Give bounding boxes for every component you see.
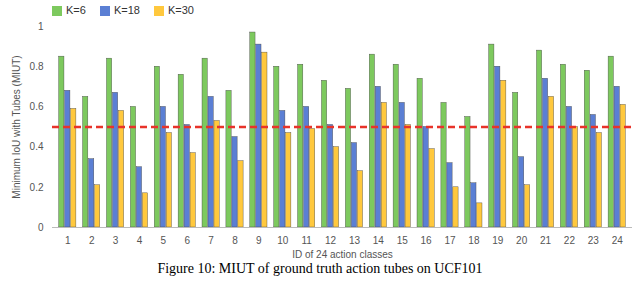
svg-text:9: 9 bbox=[256, 235, 262, 246]
svg-text:21: 21 bbox=[540, 235, 552, 246]
svg-text:1: 1 bbox=[38, 21, 44, 32]
svg-text:0.2: 0.2 bbox=[30, 182, 44, 193]
svg-text:0.8: 0.8 bbox=[30, 61, 44, 72]
html-text:Figure 10: MIUT of ground trut: Figure 10: MIUT of ground truth action t… bbox=[157, 261, 483, 276]
svg-text:ID of 24 action classes: ID of 24 action classes bbox=[292, 249, 393, 260]
svg-text:Minimum IoU with Tubes (MIUT): Minimum IoU with Tubes (MIUT) bbox=[11, 55, 22, 198]
svg-text:11: 11 bbox=[301, 235, 312, 246]
svg-text:24: 24 bbox=[612, 235, 624, 246]
svg-text:17: 17 bbox=[444, 235, 456, 246]
svg-text:8: 8 bbox=[232, 235, 238, 246]
svg-text:2: 2 bbox=[89, 235, 95, 246]
svg-text:12: 12 bbox=[325, 235, 337, 246]
svg-text:22: 22 bbox=[564, 235, 576, 246]
html-text:K=18: K=18 bbox=[113, 4, 140, 16]
svg-text:5: 5 bbox=[161, 235, 167, 246]
svg-text:3: 3 bbox=[113, 235, 119, 246]
svg-text:6: 6 bbox=[184, 235, 190, 246]
svg-text:15: 15 bbox=[397, 235, 409, 246]
svg-text:23: 23 bbox=[588, 235, 600, 246]
svg-text:4: 4 bbox=[137, 235, 143, 246]
svg-text:20: 20 bbox=[516, 235, 528, 246]
svg-text:14: 14 bbox=[373, 235, 385, 246]
svg-text:0.6: 0.6 bbox=[30, 101, 44, 112]
svg-text:10: 10 bbox=[277, 235, 289, 246]
svg-text:19: 19 bbox=[492, 235, 504, 246]
svg-text:13: 13 bbox=[349, 235, 361, 246]
svg-text:0.4: 0.4 bbox=[30, 141, 44, 152]
html-text:K=6: K=6 bbox=[66, 4, 86, 16]
svg-text:7: 7 bbox=[208, 235, 214, 246]
svg-text:16: 16 bbox=[421, 235, 433, 246]
svg-text:0: 0 bbox=[38, 222, 44, 233]
svg-text:18: 18 bbox=[468, 235, 480, 246]
html-text:K=30: K=30 bbox=[167, 4, 194, 16]
svg-text:1: 1 bbox=[65, 235, 71, 246]
